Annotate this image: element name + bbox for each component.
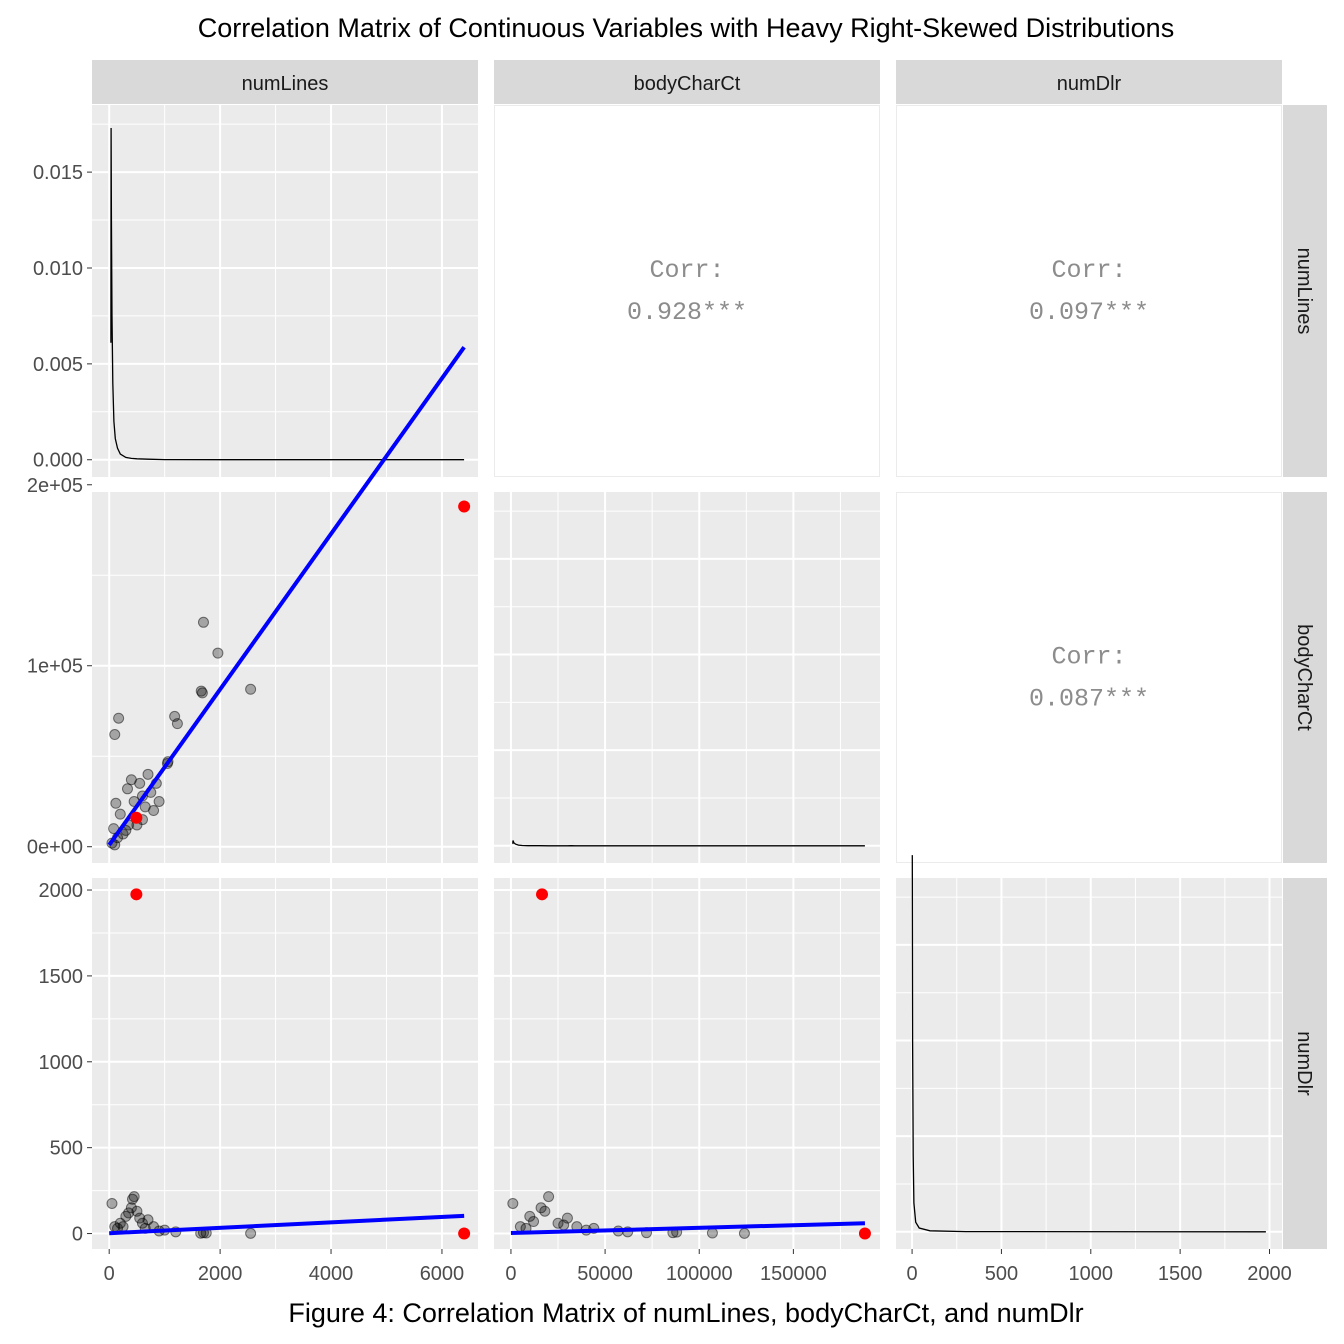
scatter-point <box>125 1202 137 1214</box>
x-tick-label: 0 <box>505 1263 516 1285</box>
scatter-point <box>110 797 122 809</box>
y-tick-label: 500 <box>50 1138 83 1160</box>
corr-panel-numLines-numDlr <box>896 105 1282 477</box>
scatter-point <box>738 1227 750 1239</box>
y-tick-label: 0.000 <box>33 450 83 472</box>
scatter-point <box>134 777 146 789</box>
y-tick-label: 0.010 <box>33 258 83 280</box>
scatter-point <box>136 1217 148 1229</box>
strip-label-right-numLines: numLines <box>1293 248 1315 335</box>
scatter-point <box>139 801 151 813</box>
corr-value: 0.928*** <box>627 298 747 327</box>
density-line-bodyCharCt <box>512 840 865 847</box>
scatter-point <box>507 1197 519 1209</box>
outlier-point <box>536 888 549 901</box>
scatter-point <box>245 1227 257 1239</box>
scatter-point <box>142 768 154 780</box>
y-tick-label: 1e+05 <box>27 656 83 678</box>
scatter-point <box>212 647 224 659</box>
strip-right-bodyCharCt <box>1283 492 1327 863</box>
scatter-point <box>153 795 165 807</box>
corr-panel-numLines-bodyCharCt <box>494 105 880 477</box>
density-line-numDlr <box>911 855 1266 1233</box>
scatter-point <box>123 1207 135 1219</box>
y-tick-label: 2e+05 <box>27 475 83 497</box>
x-tick-label: 150000 <box>760 1263 827 1285</box>
x-tick-label: 4000 <box>309 1263 354 1285</box>
scatter-point <box>528 1216 540 1228</box>
x-tick-label: 50000 <box>577 1263 633 1285</box>
corr-value: 0.087*** <box>1029 685 1149 714</box>
scatter-point <box>131 1205 143 1217</box>
outlier-point <box>130 811 143 824</box>
fit-line <box>107 346 466 847</box>
panel-numDlr-numDlr <box>896 878 1282 1249</box>
outlier-point <box>130 888 143 901</box>
x-tick-label: 1000 <box>1069 1263 1114 1285</box>
x-tick-label: 0 <box>907 1263 918 1285</box>
scatter-point <box>114 808 126 820</box>
panel-numLines-numLines <box>92 105 478 477</box>
strip-right-numLines <box>1283 105 1327 477</box>
strip-top-numLines <box>92 60 478 104</box>
scatter-point <box>113 712 125 724</box>
chart-title: Correlation Matrix of Continuous Variabl… <box>198 13 1174 43</box>
y-tick-label: 0.005 <box>33 354 83 376</box>
fit-line <box>510 1221 865 1236</box>
outlier-point <box>458 500 471 513</box>
y-tick-label: 0 <box>72 1224 83 1246</box>
scatter-point <box>109 729 121 741</box>
strip-label-right-bodyCharCt: bodyCharCt <box>1293 624 1315 731</box>
outlier-point <box>458 1227 471 1240</box>
x-tick-label: 1500 <box>1158 1263 1203 1285</box>
x-tick-label: 2000 <box>198 1263 243 1285</box>
scatter-point <box>171 718 183 730</box>
corr-label: Corr: <box>1051 643 1126 672</box>
scatter-point <box>106 1197 118 1209</box>
scatter-point <box>128 1191 140 1203</box>
strip-top-numDlr <box>896 60 1282 104</box>
y-tick-label: 1500 <box>39 966 84 988</box>
strip-right-numDlr <box>1283 878 1327 1249</box>
corr-panel-bodyCharCt-numDlr <box>896 492 1282 863</box>
scatter-point <box>197 616 209 628</box>
scatter-point <box>543 1191 555 1203</box>
strip-label-top-numLines: numLines <box>242 73 329 95</box>
fit-line <box>109 1213 465 1236</box>
y-tick-label: 1000 <box>39 1052 84 1074</box>
x-tick-label: 2000 <box>1247 1263 1292 1285</box>
strip-top-bodyCharCt <box>494 60 880 104</box>
corr-value: 0.097*** <box>1029 298 1149 327</box>
x-tick-label: 6000 <box>420 1263 465 1285</box>
corr-label: Corr: <box>1051 256 1126 285</box>
panel-bodyCharCt-numLines <box>92 492 478 863</box>
strip-label-top-bodyCharCt: bodyCharCt <box>634 73 741 95</box>
panel-bodyCharCt-bodyCharCt <box>494 492 880 863</box>
corr-label: Corr: <box>649 256 724 285</box>
scatter-point <box>121 783 133 795</box>
strip-label-right-numDlr: numDlr <box>1293 1031 1315 1096</box>
strip-label-top-numDlr: numDlr <box>1057 73 1122 95</box>
panel-numDlr-numLines <box>92 878 478 1249</box>
scatter-point <box>558 1219 570 1231</box>
y-tick-label: 2000 <box>39 880 84 902</box>
x-tick-label: 100000 <box>666 1263 733 1285</box>
scatter-point <box>134 1212 146 1224</box>
x-tick-label: 0 <box>104 1263 115 1285</box>
y-tick-label: 0e+00 <box>27 837 83 859</box>
scatter-point <box>196 687 208 699</box>
scatter-point <box>245 683 257 695</box>
y-tick-label: 0.015 <box>33 162 83 184</box>
density-line-numLines <box>110 127 465 461</box>
figure-caption: Figure 4: Correlation Matrix of numLines… <box>288 1298 1083 1328</box>
outlier-point <box>858 1227 871 1240</box>
x-tick-label: 500 <box>985 1263 1018 1285</box>
scatter-point <box>539 1205 551 1217</box>
